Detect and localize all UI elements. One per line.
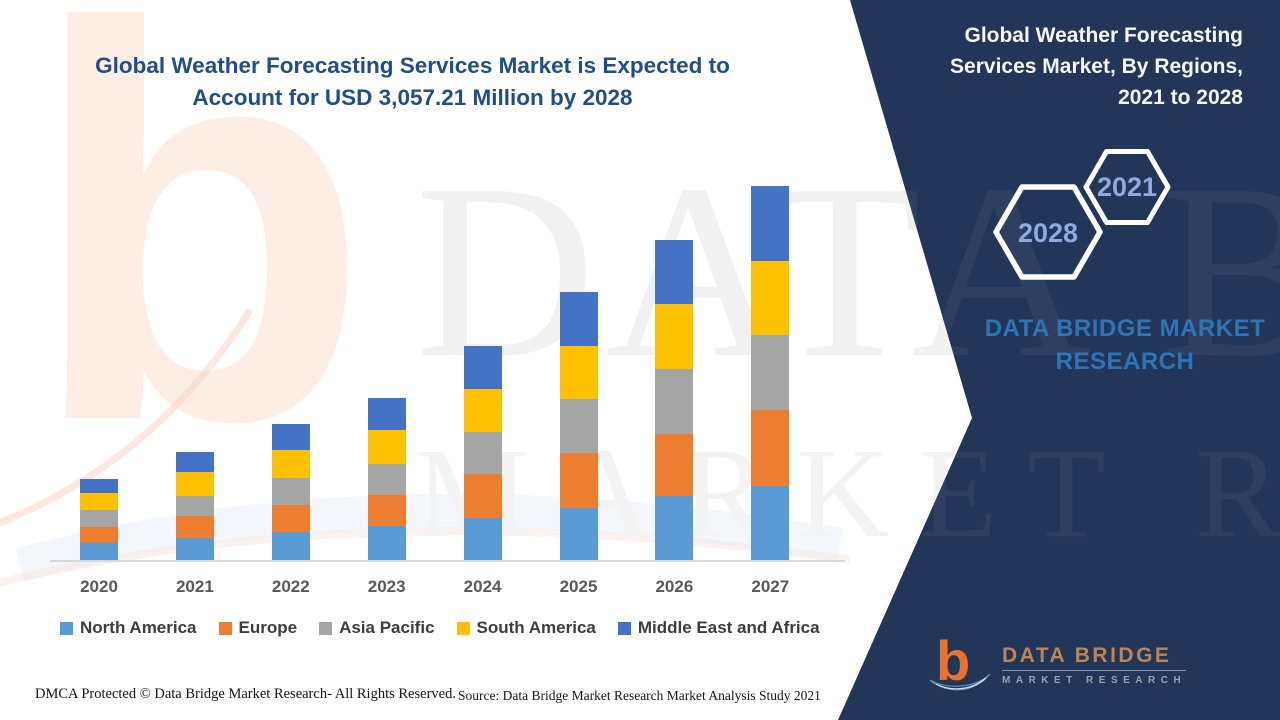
bar-segment-north-america xyxy=(751,486,790,560)
legend-swatch xyxy=(617,621,631,635)
legend-label: Asia Pacific xyxy=(339,618,435,637)
stacked-bar-2022 xyxy=(271,424,310,560)
databridge-logo-icon: b xyxy=(929,634,991,692)
x-axis-label-2021: 2021 xyxy=(175,577,214,596)
bar-segment-europe xyxy=(655,434,694,496)
x-axis-label-2022: 2022 xyxy=(271,577,310,596)
stacked-bar-2027 xyxy=(751,186,790,560)
bar-segment-asia-pacific xyxy=(463,432,502,474)
bar-segment-middle-east-and-africa xyxy=(175,452,214,472)
bar-segment-south-america xyxy=(559,346,598,399)
hexagon-badges: 2028 2021 xyxy=(993,149,1171,280)
footer-logo: b DATA BRIDGE MARKET RESEARCH xyxy=(928,634,1187,696)
legend-item-south-america: South America xyxy=(456,618,596,638)
svg-text:b: b xyxy=(936,634,970,692)
brand-line1: DATA BRIDGE MARKET xyxy=(984,315,1266,342)
hexagon-2021-label: 2021 xyxy=(1097,172,1157,202)
bar-segment-north-america xyxy=(559,508,598,560)
hexagon-2028-label: 2028 xyxy=(1018,218,1078,248)
footer-logo-rule xyxy=(1002,669,1187,671)
panel-title-line2: Services Market, By Regions, xyxy=(950,55,1243,78)
x-axis-line xyxy=(50,560,845,562)
stacked-bar-2024 xyxy=(463,346,502,560)
bar-segment-south-america xyxy=(463,389,502,432)
bar-segment-north-america xyxy=(367,526,406,560)
bar-segment-north-america xyxy=(655,496,694,560)
legend-swatch xyxy=(319,621,333,635)
brand-line2: RESEARCH xyxy=(1055,348,1195,375)
legend-swatch xyxy=(60,621,73,635)
legend-label: North America xyxy=(80,618,197,637)
dmca-notice: DMCA Protected © Data Bridge Market Rese… xyxy=(35,686,456,702)
x-axis-label-2020: 2020 xyxy=(80,577,118,596)
x-axis-label-2027: 2027 xyxy=(751,577,790,596)
x-axis-label-2023: 2023 xyxy=(367,577,406,596)
bar-segment-asia-pacific xyxy=(271,478,310,505)
bar-segment-south-america xyxy=(367,430,406,464)
footer-logo-name: DATA BRIDGE xyxy=(1002,643,1172,667)
legend-item-north-america: North America xyxy=(60,618,197,638)
bar-segment-south-america xyxy=(751,261,790,335)
legend-label: Europe xyxy=(238,618,298,637)
legend-item-middle-east-and-africa: Middle East and Africa xyxy=(617,618,820,638)
footer-logo-subtitle: MARKET RESEARCH xyxy=(1002,674,1187,686)
stacked-bar-2026 xyxy=(655,240,694,560)
bar-segment-europe xyxy=(751,410,790,486)
stacked-bar-2023 xyxy=(367,398,406,560)
x-axis-label-2026: 2026 xyxy=(655,577,694,596)
legend-label: Middle East and Africa xyxy=(637,618,820,637)
stacked-bar-2025 xyxy=(559,292,598,560)
legend-swatch xyxy=(218,621,232,635)
panel-title-line3: 2021 to 2028 xyxy=(1118,86,1243,109)
hexagon-2021 xyxy=(1083,149,1171,225)
bar-segment-middle-east-and-africa xyxy=(463,346,502,389)
brand-wordmark: DATA BRIDGE MARKET RESEARCH xyxy=(975,312,1275,378)
hexagon-2028 xyxy=(993,184,1103,280)
page-title-line2: Account for USD 3,057.21 Million by 2028 xyxy=(192,85,633,110)
bar-segment-asia-pacific xyxy=(751,335,790,410)
bar-segment-europe xyxy=(271,505,310,532)
bar-segment-north-america xyxy=(463,518,502,560)
legend-label: South America xyxy=(476,618,596,637)
bar-segment-south-america xyxy=(271,450,310,478)
legend-item-asia-pacific: Asia Pacific xyxy=(319,618,435,638)
bar-segment-europe xyxy=(80,527,118,543)
stacked-bar-2021 xyxy=(175,452,214,560)
bar-segment-middle-east-and-africa xyxy=(367,398,406,430)
page-title-line1: Global Weather Forecasting Services Mark… xyxy=(95,53,730,78)
footer-logo-text: DATA BRIDGE MARKET RESEARCH xyxy=(1002,643,1187,686)
bar-segment-south-america xyxy=(175,472,214,496)
bar-segment-middle-east-and-africa xyxy=(80,479,118,493)
bar-segment-north-america xyxy=(175,538,214,560)
bar-segment-europe xyxy=(559,453,598,508)
legend-item-europe: Europe xyxy=(218,618,298,638)
page-title: Global Weather Forecasting Services Mark… xyxy=(40,50,785,114)
bar-segment-asia-pacific xyxy=(559,399,598,453)
bar-segment-north-america xyxy=(271,532,310,560)
bar-segment-europe xyxy=(367,495,406,526)
bar-segment-north-america xyxy=(80,543,118,560)
x-axis-label-2025: 2025 xyxy=(559,577,598,596)
legend-swatch xyxy=(456,621,470,635)
chart-legend: North America Europe Asia Pacific South Ame… xyxy=(60,618,820,638)
panel-title: Global Weather Forecasting Services Mark… xyxy=(913,20,1243,113)
bar-segment-asia-pacific xyxy=(80,510,118,527)
bar-segment-middle-east-and-africa xyxy=(655,240,694,304)
bar-segment-europe xyxy=(463,474,502,518)
stacked-bar-2020 xyxy=(80,479,118,560)
source-note: Source: Data Bridge Market Research Mark… xyxy=(458,688,821,703)
bar-segment-asia-pacific xyxy=(655,369,694,434)
x-axis-label-2024: 2024 xyxy=(463,577,502,596)
bar-segment-middle-east-and-africa xyxy=(559,292,598,346)
panel-title-line1: Global Weather Forecasting xyxy=(964,24,1243,47)
bar-segment-south-america xyxy=(80,493,118,510)
bar-segment-south-america xyxy=(655,304,694,369)
bar-segment-asia-pacific xyxy=(367,464,406,495)
bar-segment-asia-pacific xyxy=(175,496,214,516)
bar-segment-middle-east-and-africa xyxy=(271,424,310,450)
bar-segment-middle-east-and-africa xyxy=(751,186,790,261)
bar-segment-europe xyxy=(175,516,214,538)
